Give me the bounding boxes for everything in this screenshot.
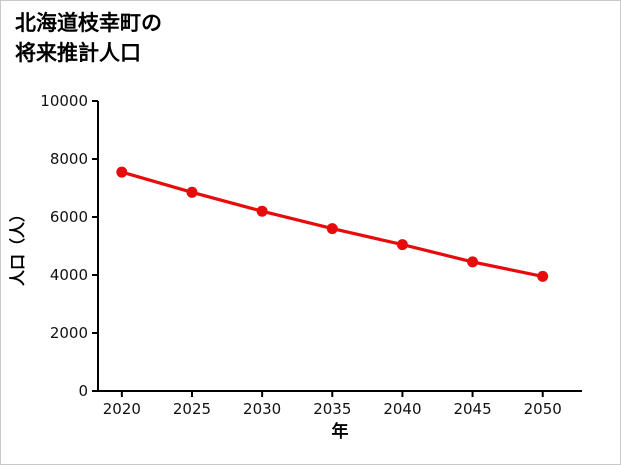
data-point	[326, 223, 338, 235]
data-point	[467, 256, 479, 268]
data-point	[396, 239, 408, 251]
x-tick-label: 2050	[524, 400, 562, 418]
data-point	[116, 166, 128, 178]
x-tick-label: 2035	[313, 400, 351, 418]
x-tick-label: 2045	[453, 400, 491, 418]
y-tick-label: 6000	[50, 208, 88, 226]
x-tick-label: 2040	[383, 400, 421, 418]
plot-area: 0 2000 4000 6000 8000 10000 2020 2025 2030 2035 20…	[40, 92, 582, 418]
x-tick-label: 2020	[103, 400, 141, 418]
chart-title: 北海道枝幸町の 将来推計人口	[15, 8, 162, 68]
y-tick-label: 8000	[50, 150, 88, 168]
chart-title-line1: 北海道枝幸町の	[15, 11, 162, 35]
chart-title-line2: 将来推計人口	[15, 41, 141, 65]
y-tick-label: 4000	[50, 266, 88, 284]
y-axis-title: 人口（人）	[8, 206, 27, 286]
x-axis-title: 年	[332, 421, 349, 442]
data-point	[186, 186, 198, 198]
data-point	[256, 205, 268, 217]
y-tick-label: 0	[78, 382, 88, 400]
data-point	[537, 270, 549, 282]
x-tick-label: 2030	[243, 400, 281, 418]
x-tick-label: 2025	[173, 400, 211, 418]
y-tick-label: 10000	[40, 92, 88, 110]
y-tick-label: 2000	[50, 324, 88, 342]
